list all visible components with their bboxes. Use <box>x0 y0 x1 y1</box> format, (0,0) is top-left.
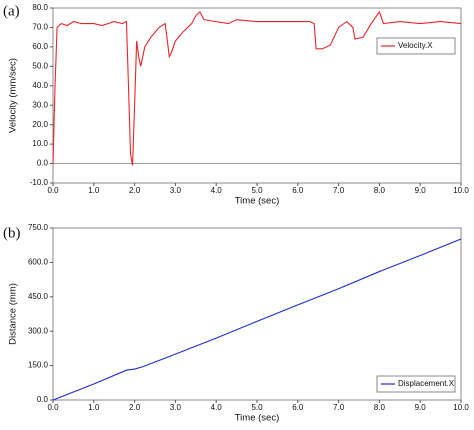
data-line <box>52 10 462 166</box>
y-tick-label: 750.0 <box>28 223 49 232</box>
x-axis-label: Time (sec) <box>235 196 280 207</box>
y-tick-label: 60.0 <box>32 42 48 51</box>
y-axis-label: Velocity (mm/sec) <box>8 58 19 133</box>
y-tick-label: 150.0 <box>28 361 49 370</box>
legend-label: Displacement.X <box>398 379 455 388</box>
y-axis-label: Distance (mm) <box>8 283 19 345</box>
x-tick-label: 8.0 <box>374 186 386 195</box>
x-tick-label: 1.0 <box>88 186 100 195</box>
x-axis-label: Time (sec) <box>235 413 280 424</box>
x-tick-label: 2.0 <box>129 186 141 195</box>
x-tick-label: 6.0 <box>292 186 304 195</box>
plot-frame <box>52 7 462 184</box>
y-tick-label: 300.0 <box>28 326 49 335</box>
y-tick-label: 600.0 <box>28 258 49 267</box>
x-tick-label: 3.0 <box>170 403 182 412</box>
x-tick-label: 7.0 <box>333 403 345 412</box>
panel-label: (a) <box>3 3 20 19</box>
x-tick-label: 3.0 <box>170 186 182 195</box>
x-tick-label: 6.0 <box>292 403 304 412</box>
plot-frame <box>52 227 462 401</box>
x-tick-label: 8.0 <box>374 403 386 412</box>
x-tick-label: 4.0 <box>211 403 223 412</box>
y-tick-label: 50.0 <box>32 61 48 70</box>
x-tick-label: 0.0 <box>47 186 59 195</box>
panel-label: (b) <box>3 225 21 241</box>
x-tick-label: 9.0 <box>415 186 427 195</box>
y-tick-label: 20.0 <box>32 120 48 129</box>
x-tick-label: 10.0 <box>453 403 469 412</box>
x-tick-label: 7.0 <box>333 186 345 195</box>
y-tick-label: 0.0 <box>37 395 49 404</box>
x-tick-label: 0.0 <box>47 403 59 412</box>
y-tick-label: 70.0 <box>32 23 48 32</box>
y-tick-label: 0.0 <box>37 159 49 168</box>
y-tick-label: 450.0 <box>28 292 49 301</box>
legend-box <box>376 375 456 393</box>
x-tick-label: 9.0 <box>415 403 427 412</box>
y-tick-label: 10.0 <box>32 139 48 148</box>
x-tick-label: 2.0 <box>129 403 141 412</box>
x-tick-label: 4.0 <box>211 186 223 195</box>
y-tick-label: 30.0 <box>32 100 48 109</box>
x-tick-label: 5.0 <box>251 186 263 195</box>
data-line <box>52 238 462 401</box>
y-tick-label: 40.0 <box>32 81 48 90</box>
x-tick-label: 10.0 <box>453 186 469 195</box>
x-tick-label: 1.0 <box>88 403 100 412</box>
x-tick-label: 5.0 <box>251 403 263 412</box>
y-tick-label: -10.0 <box>30 178 49 187</box>
y-tick-label: 80.0 <box>32 3 48 12</box>
legend-label: Velocity.X <box>398 41 433 50</box>
legend-box <box>376 37 456 55</box>
